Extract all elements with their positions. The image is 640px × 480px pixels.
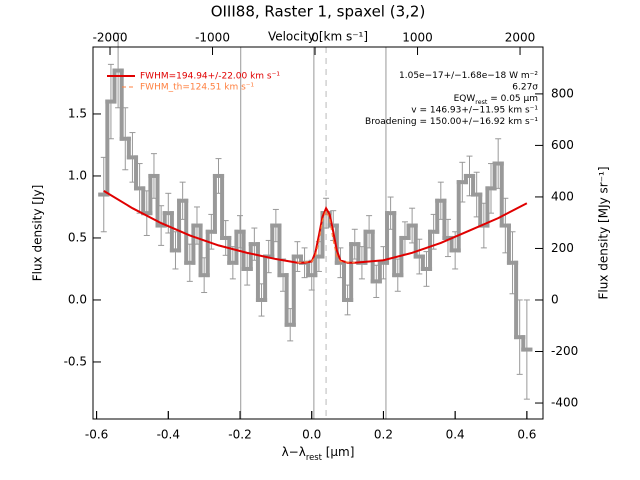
x2-tick-label: 1000: [402, 31, 433, 45]
y2-tick-label: 800: [551, 86, 574, 100]
annotation: 6.27σ: [512, 82, 538, 92]
annotation: 1.05e−17+/−1.68e−18 W m⁻²: [399, 71, 538, 81]
y-tick-label: 1.5: [68, 106, 87, 120]
x-tick-label: 0.2: [374, 428, 393, 442]
y-tick-label: -0.5: [64, 354, 87, 368]
fit-line: [103, 189, 528, 264]
x2-axis-label: Velocity [km s⁻¹]: [268, 30, 368, 44]
x2-tick-label: 0: [311, 31, 319, 45]
y2-tick-label: 200: [551, 241, 574, 255]
chart-title: OIII88, Raster 1, spaxel (3,2): [211, 3, 426, 21]
x-tick-label: -0.4: [157, 428, 180, 442]
y2-tick-label: -400: [551, 396, 578, 410]
text-part: λ−λ: [282, 445, 306, 459]
y2-tick-label: 600: [551, 138, 574, 152]
text-part: 1.05e−17+/−1.68e−18 W m⁻²: [399, 71, 538, 81]
plot-frame: [92, 46, 544, 420]
annotation: EQWrest = 0.05 μm: [454, 94, 538, 106]
y2-tick-label: 0: [551, 292, 559, 306]
x-axis-label: λ−λrest [μm]: [282, 445, 355, 462]
y-axis-label: Flux density [Jy]: [31, 185, 45, 282]
x-tick-label: 0.0: [302, 428, 321, 442]
text-part: rest: [475, 99, 488, 106]
text-part: EQW: [454, 94, 476, 104]
legend-label: FWHM_th=124.51 km s⁻¹: [140, 83, 255, 93]
annotation: Broadening = 150.00+/−16.92 km s⁻¹: [365, 117, 538, 127]
x-tick-label: 0.4: [446, 428, 465, 442]
text-part: Broadening = 150.00+/−16.92 km s⁻¹: [365, 117, 538, 127]
y-tick-label: 1.0: [68, 168, 87, 182]
y-tick-label: 0.0: [68, 292, 87, 306]
text-part: rest: [306, 452, 323, 462]
x2-tick-label: -2000: [93, 31, 128, 45]
x-tick-label: 0.6: [517, 428, 536, 442]
y-tick-label: 0.5: [68, 230, 87, 244]
annotation: v = 146.93+/−11.95 km s⁻¹: [411, 105, 538, 115]
x2-tick-label: -1000: [195, 31, 230, 45]
x-tick-label: -0.6: [85, 428, 108, 442]
y2-axis-label: Flux density [MJy sr⁻¹]: [597, 166, 611, 299]
text-part: [μm]: [322, 445, 355, 459]
legend-label: FWHM=194.94+/-22.00 km s⁻¹: [140, 72, 280, 82]
text-part: 6.27σ: [512, 82, 538, 92]
y2-tick-label: -200: [551, 344, 578, 358]
text-part: = 0.05 μm: [487, 94, 538, 104]
y2-tick-label: 400: [551, 189, 574, 203]
x-tick-label: -0.2: [228, 428, 251, 442]
x2-tick-label: 2000: [505, 31, 536, 45]
text-part: v = 146.93+/−11.95 km s⁻¹: [411, 105, 538, 115]
